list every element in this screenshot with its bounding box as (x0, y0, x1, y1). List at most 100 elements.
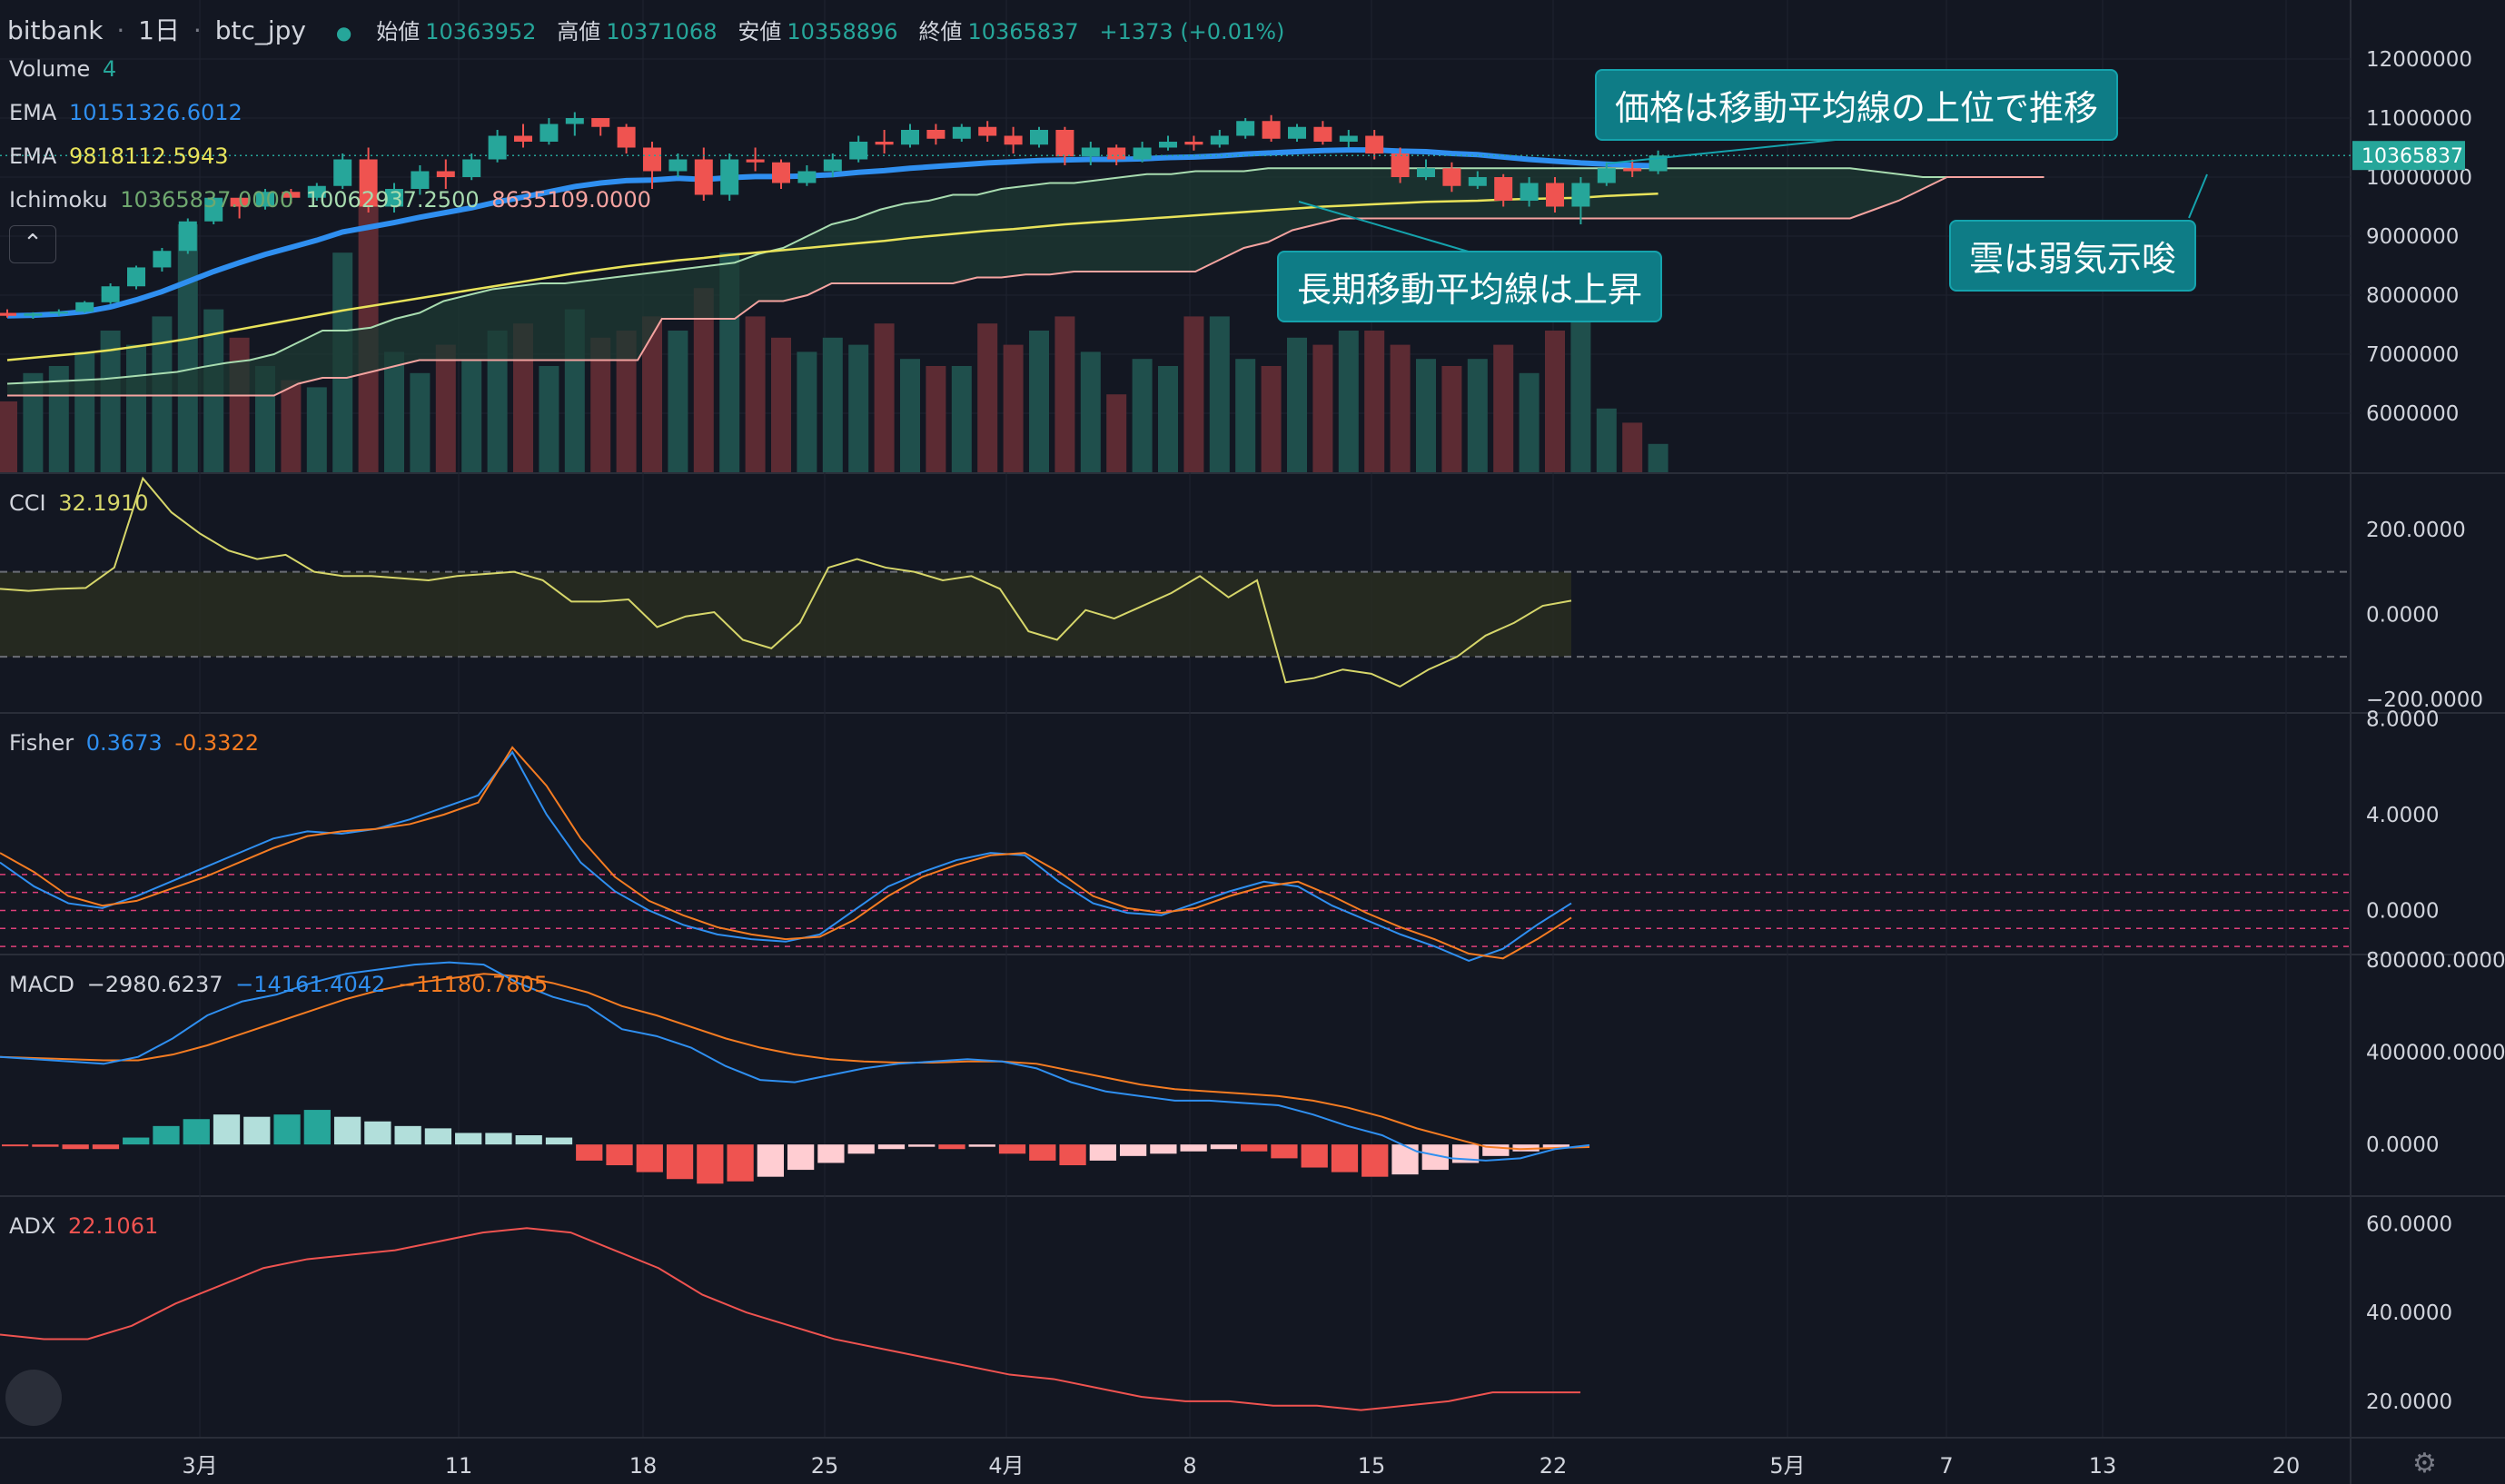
candle-body (1442, 168, 1461, 186)
volume-bar (797, 351, 817, 472)
low-value: 10358896 (787, 19, 898, 45)
candle-body (1571, 183, 1590, 207)
adx-legend[interactable]: ADX 22.1061 (9, 1213, 163, 1239)
volume-bar (1596, 408, 1617, 472)
candle-body (1494, 177, 1513, 201)
volume-bar (1287, 337, 1307, 472)
macd-histogram-bar (545, 1137, 573, 1145)
volume-bar (1209, 316, 1230, 472)
volume-bar (487, 331, 508, 472)
high-value: 10371068 (606, 19, 718, 45)
macd-histogram-bar (153, 1125, 180, 1145)
candle-body (1133, 147, 1152, 160)
macd-histogram-bar (1301, 1144, 1328, 1168)
fisher-line (0, 750, 1572, 962)
change-value: +1373 (+0.01%) (1099, 19, 1285, 45)
volume-bar (306, 387, 327, 472)
macd-histogram-bar (92, 1144, 120, 1150)
ichimoku-label: Ichimoku (9, 187, 108, 213)
interval[interactable]: 1日 (138, 15, 180, 45)
volume-legend[interactable]: Volume 4 (9, 56, 122, 82)
candle-body (565, 118, 584, 124)
x-tick-label: 18 (629, 1453, 658, 1479)
open-value: 10363952 (425, 19, 537, 45)
cci-legend[interactable]: CCI 32.1910 (9, 490, 153, 516)
volume-bar (1519, 372, 1540, 472)
x-tick-label: 13 (2089, 1453, 2117, 1479)
volume-bar (1029, 331, 1049, 472)
macd-histogram-bar (2, 1144, 29, 1147)
macd-histogram-bar (938, 1144, 965, 1150)
candle-body (1288, 126, 1306, 139)
adx-axis-label: 40.0000 (2366, 1301, 2452, 1325)
volume-bar (1570, 316, 1591, 472)
cci-value: 32.1910 (58, 490, 149, 516)
cci-band (0, 571, 1571, 658)
candle-body (617, 126, 636, 148)
volume-bar (1003, 344, 1024, 472)
macd-histogram-bar (787, 1144, 815, 1171)
candle-body (127, 267, 145, 287)
candle-body (24, 313, 43, 316)
macd-histogram-bar (273, 1114, 301, 1145)
price-axis-label: 8000000 (2366, 284, 2459, 308)
ema-slow-legend[interactable]: EMA 9818112.5943 (9, 143, 234, 169)
macd-histogram-bar (515, 1135, 542, 1145)
macd-histogram-bar (1331, 1144, 1359, 1172)
volume-bar (229, 337, 250, 472)
volume-bar (642, 316, 662, 472)
candle-body (1546, 183, 1564, 207)
candle-body (411, 171, 430, 189)
candle-body (1391, 153, 1410, 177)
tradingview-logo[interactable] (5, 1370, 62, 1426)
candle-body (926, 130, 946, 139)
macd-histogram-bar (666, 1144, 694, 1180)
candle-body (1623, 168, 1642, 172)
volume-bar (1158, 366, 1178, 472)
volume-bar (74, 351, 95, 472)
fisher-legend[interactable]: Fisher 0.3673 -0.3322 (9, 730, 264, 756)
candle-body (359, 159, 378, 207)
adx-axis-label: 20.0000 (2366, 1390, 2452, 1414)
candle-body (720, 159, 739, 195)
macd-histogram-bar (1180, 1144, 1207, 1152)
candle-body (668, 159, 688, 172)
macd-histogram-bar (727, 1144, 754, 1182)
macd-histogram-bar (847, 1144, 875, 1154)
volume-bar (616, 331, 637, 472)
macd-histogram-bar (1210, 1144, 1238, 1150)
candle-body (101, 286, 120, 302)
callout-cloud-bearish: 雲は弱気示唆 (1949, 220, 2197, 292)
macd-histogram-bar (213, 1114, 241, 1145)
cci-axis-label: 0.0000 (2366, 603, 2439, 627)
ichimoku-legend[interactable]: Ichimoku 10365837.0000 10062937.2500 863… (9, 187, 657, 213)
macd-legend[interactable]: MACD −2980.6237 −14161.4042 −11180.7805 (9, 972, 553, 997)
volume-bar (435, 344, 456, 472)
x-tick-label: 3月 (182, 1453, 217, 1479)
macd-histogram-bar (968, 1144, 995, 1147)
collapse-legend-button[interactable]: ⌃ (9, 225, 56, 263)
volume-bar (1390, 344, 1411, 472)
fisher-value-2: -0.3322 (174, 730, 259, 756)
ichimoku-value-1: 10365837.0000 (120, 187, 294, 213)
volume-bar (23, 372, 44, 472)
candle-body (385, 189, 403, 207)
candle-body (307, 185, 326, 198)
gear-icon[interactable]: ⚙ (2412, 1448, 2437, 1479)
candle-body (849, 142, 868, 160)
chevron-up-icon: ⌃ (23, 230, 43, 257)
macd-line (0, 961, 1590, 1162)
volume-bar (1080, 351, 1101, 472)
x-tick-label: 4月 (988, 1453, 1024, 1479)
macd-histogram-bar (1512, 1144, 1540, 1152)
candle-body (1313, 126, 1332, 142)
ema-fast-legend[interactable]: EMA 10151326.6012 (9, 100, 248, 125)
symbol-name[interactable]: btc_jpy (214, 15, 306, 45)
macd-histogram-bar (697, 1144, 724, 1184)
macd-histogram-bar (908, 1144, 936, 1147)
candle-body (1030, 130, 1048, 145)
fisher-axis-label: 4.0000 (2366, 804, 2439, 827)
candle-body (1081, 147, 1100, 157)
cci-axis-label: −200.0000 (2366, 688, 2483, 712)
volume-bar (461, 359, 482, 472)
